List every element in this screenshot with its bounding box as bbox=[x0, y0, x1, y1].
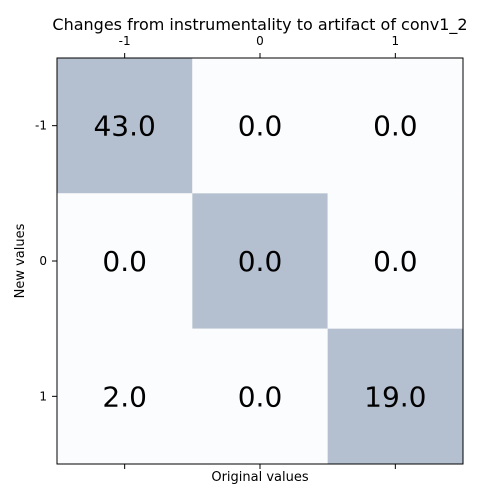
heatmap-cell bbox=[57, 193, 193, 329]
y-axis-label: New values bbox=[13, 223, 28, 298]
heatmap-cell bbox=[192, 193, 328, 329]
heatmap-cell bbox=[192, 328, 328, 464]
y-tick-label: -1 bbox=[35, 119, 47, 133]
cell-value-label: 0.0 bbox=[238, 380, 283, 413]
x-axis-label: Original values bbox=[211, 470, 309, 485]
y-tick-label: 0 bbox=[39, 254, 47, 268]
cell-value-label: 0.0 bbox=[238, 245, 283, 278]
x-axis-ticks-top: -1 0 1 bbox=[119, 34, 399, 58]
heatmap-cell bbox=[327, 193, 463, 329]
y-tick-label: 1 bbox=[39, 389, 47, 403]
heatmap-cell bbox=[57, 58, 193, 194]
x-tick-label-top: 1 bbox=[392, 34, 400, 48]
heatmap-cell bbox=[327, 328, 463, 464]
chart-title: Changes from instrumentality to artifact… bbox=[52, 15, 467, 35]
heatmap-cell bbox=[327, 58, 463, 194]
y-axis-ticks: -1 0 1 bbox=[35, 119, 57, 403]
cell-value-label: 0.0 bbox=[238, 110, 283, 143]
x-tick-label-top: 0 bbox=[256, 34, 264, 48]
heatmap-cell bbox=[192, 58, 328, 194]
cell-value-label: 0.0 bbox=[373, 245, 418, 278]
x-tick-label-top: -1 bbox=[119, 34, 131, 48]
cell-value-label: 0.0 bbox=[102, 245, 147, 278]
cell-value-label: 19.0 bbox=[364, 380, 426, 413]
heatmap-cell bbox=[57, 328, 193, 464]
cell-value-label: 2.0 bbox=[102, 380, 147, 413]
heatmap-cell-labels: 43.0 0.0 0.0 0.0 0.0 0.0 2.0 0.0 19.0 bbox=[93, 110, 426, 414]
x-axis-ticks-bottom bbox=[124, 464, 396, 469]
cell-value-label: 0.0 bbox=[373, 110, 418, 143]
cell-value-label: 43.0 bbox=[93, 110, 155, 143]
heatmap-cells bbox=[57, 58, 463, 464]
